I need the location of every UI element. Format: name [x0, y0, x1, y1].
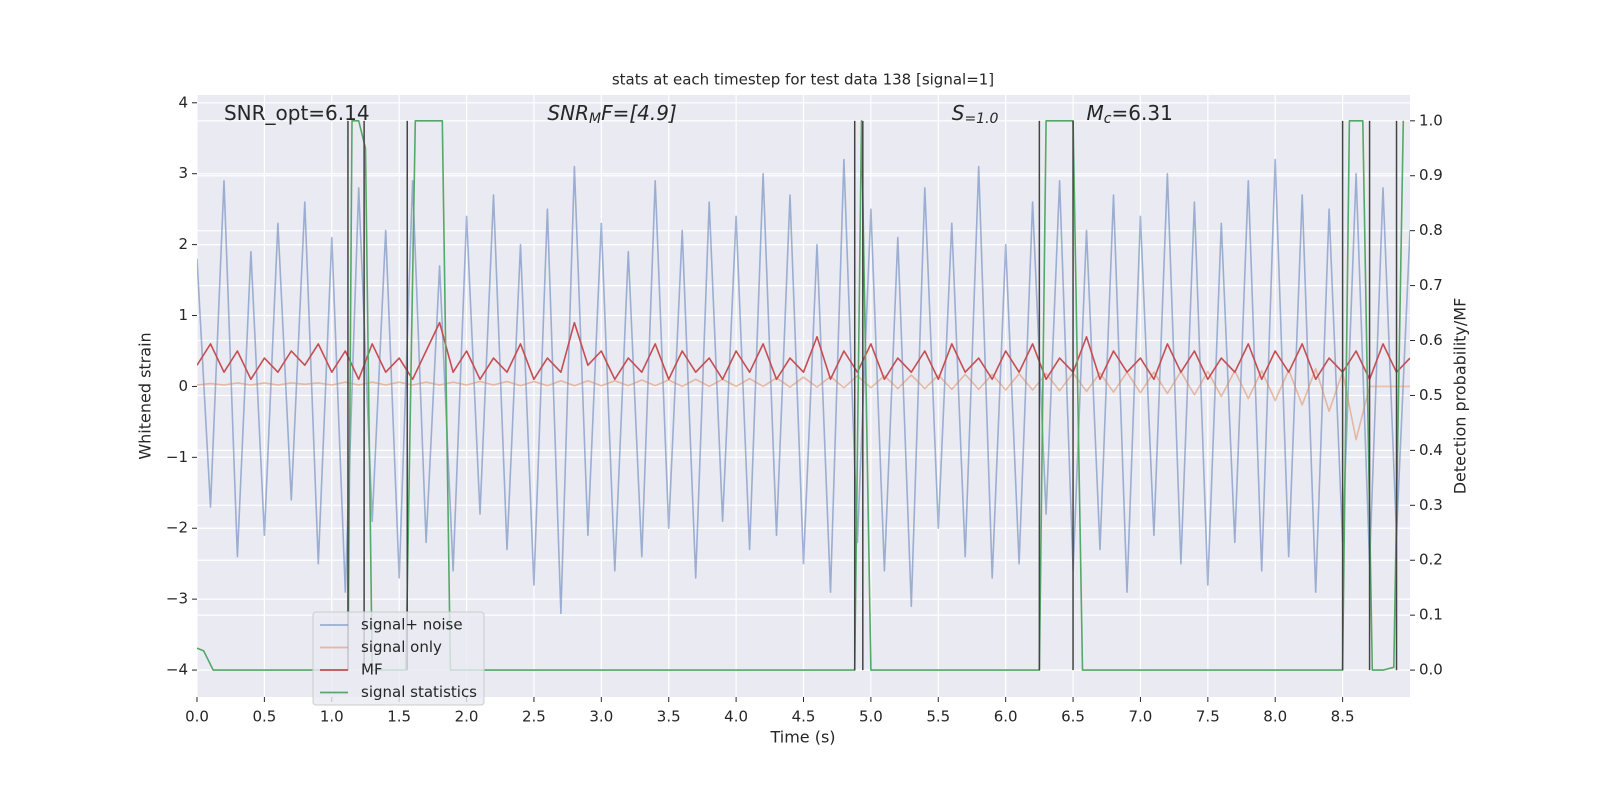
- y2-tick-label: 0.7: [1419, 276, 1443, 294]
- x-tick-label: 5.5: [926, 708, 950, 726]
- annotation: Mc=6.31: [1087, 101, 1173, 128]
- y2-tick-label: 0.5: [1419, 386, 1443, 404]
- y-tick-label: −2: [166, 519, 188, 537]
- series-line: [197, 158, 1410, 615]
- annotation: SNRMF=[4.9]: [547, 101, 676, 128]
- annotation-part: S: [952, 101, 965, 125]
- y-tick-label: −4: [166, 661, 188, 679]
- y2-tick-label: 0.0: [1419, 661, 1443, 679]
- x-tick-label: 7.0: [1129, 708, 1153, 726]
- x-tick-label: 0.0: [185, 708, 209, 726]
- x-tick-label: 8.5: [1331, 708, 1355, 726]
- x-tick-label: 6.5: [1061, 708, 1085, 726]
- y-tick-label: 2: [178, 235, 188, 253]
- plot-area: [197, 120, 1410, 671]
- y2-tick-label: 1.0: [1419, 111, 1443, 129]
- y2-tick-label: 0.3: [1419, 496, 1443, 514]
- y2-tick-label: 0.9: [1419, 166, 1443, 184]
- annotation-part: F=[4.9]: [601, 101, 677, 125]
- x-tick-label: 7.5: [1196, 708, 1220, 726]
- x-tick-label: 8.0: [1263, 708, 1287, 726]
- y-tick-label: 4: [178, 93, 188, 111]
- x-tick-label: 2.5: [522, 708, 546, 726]
- legend-label: signal only: [361, 638, 442, 656]
- series-line: [197, 321, 1410, 381]
- annotation-part: c: [1104, 111, 1112, 127]
- y2-axis-label: Detection probability/MF: [1451, 298, 1470, 495]
- y2-tick-label: 0.6: [1419, 331, 1443, 349]
- x-tick-label: 0.5: [252, 708, 276, 726]
- annotation-part: M: [589, 111, 601, 127]
- x-tick-label: 5.0: [859, 708, 883, 726]
- y-tick-label: 1: [178, 306, 188, 324]
- series-line: [197, 120, 1405, 671]
- x-tick-label: 3.5: [657, 708, 681, 726]
- x-tick-label: 6.0: [994, 708, 1018, 726]
- annotation-part: =6.31: [1112, 101, 1173, 125]
- annotation: SNR_opt=6.14: [224, 101, 370, 125]
- annotation-part: SNR_opt=6.14: [224, 101, 370, 125]
- y2-tick-label: 0.1: [1419, 606, 1443, 624]
- x-axis-label: Time (s): [769, 728, 835, 747]
- legend-label: signal+ noise: [361, 616, 463, 634]
- x-tick-label: 4.0: [724, 708, 748, 726]
- x-tick-label: 1.0: [320, 708, 344, 726]
- legend-box: [312, 611, 485, 706]
- y-tick-label: −3: [166, 590, 188, 608]
- y-tick-label: −1: [166, 448, 188, 466]
- chart-title: stats at each timestep for test data 138…: [612, 71, 994, 89]
- legend: signal+ noise signal only MF signal statist…: [312, 611, 485, 706]
- y-tick-label: 0: [178, 377, 188, 395]
- y2-tick-label: 0.4: [1419, 441, 1443, 459]
- annotation-part: M: [1087, 101, 1104, 125]
- y-tick-label: 3: [178, 164, 188, 182]
- y2-tick-label: 0.2: [1419, 551, 1443, 569]
- legend-label: signal statistics: [361, 683, 477, 701]
- y2-tick-label: 0.8: [1419, 221, 1443, 239]
- x-tick-label: 3.0: [589, 708, 613, 726]
- x-tick-label: 2.0: [455, 708, 479, 726]
- series-line: [197, 367, 1410, 441]
- annotation: S=1.0: [952, 101, 999, 128]
- y-axis-label: Whitened strain: [136, 332, 155, 459]
- annotation-part: =1.0: [964, 111, 998, 127]
- x-tick-label: 1.5: [387, 708, 411, 726]
- legend-label: MF: [361, 661, 383, 679]
- annotation-part: SNR: [547, 101, 589, 125]
- x-tick-label: 4.5: [792, 708, 816, 726]
